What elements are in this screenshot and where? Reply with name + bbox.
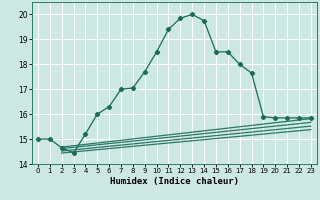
X-axis label: Humidex (Indice chaleur): Humidex (Indice chaleur) [110, 177, 239, 186]
